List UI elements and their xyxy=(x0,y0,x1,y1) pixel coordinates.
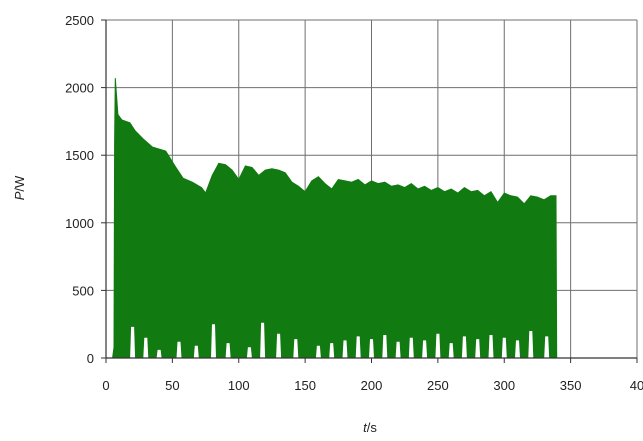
series-gap xyxy=(408,337,414,358)
x-tick-label: 200 xyxy=(361,378,383,393)
series-gap xyxy=(395,341,401,358)
y-tick-label: 2000 xyxy=(65,81,94,96)
series-gap xyxy=(246,347,252,358)
series-gap xyxy=(369,339,374,358)
series-gap xyxy=(260,322,266,358)
series-gap xyxy=(329,343,335,358)
series-gap xyxy=(156,349,162,358)
y-axis-title-symbol: P xyxy=(12,191,27,200)
series-gap xyxy=(130,326,136,358)
series-gap xyxy=(315,345,321,358)
x-tick-label: 100 xyxy=(228,378,250,393)
x-tick-labels: 0 50 100 150 200 250 300 350 40 xyxy=(102,378,643,393)
y-tick-label: 1000 xyxy=(65,216,94,231)
y-axis-title-unit: /W xyxy=(12,175,27,192)
series-gap xyxy=(515,340,520,358)
series-gap xyxy=(176,341,182,358)
series-gap xyxy=(435,333,441,358)
y-tick-label: 0 xyxy=(87,351,94,366)
y-tick-labels: 0 500 1000 1500 2000 2500 xyxy=(65,13,94,366)
x-tick-label: 0 xyxy=(102,378,109,393)
series-gap xyxy=(528,331,534,358)
series-layer xyxy=(112,78,637,359)
series-gap xyxy=(293,339,299,358)
x-tick-label: 350 xyxy=(560,378,582,393)
y-axis-title: P/W xyxy=(12,175,27,200)
x-tick-label: 50 xyxy=(165,378,179,393)
series-gap xyxy=(355,336,361,358)
series-gap xyxy=(225,343,231,358)
x-axis-title: t/s xyxy=(363,420,377,435)
y-tick-label: 500 xyxy=(72,283,94,298)
series-gap xyxy=(143,337,149,358)
x-tick-label: 40 xyxy=(630,378,643,393)
series-gap xyxy=(193,345,199,358)
series-gap xyxy=(501,337,507,358)
series-gap xyxy=(382,335,388,358)
y-tick-label: 1500 xyxy=(65,148,94,163)
series-gaps xyxy=(130,322,550,358)
series-gap xyxy=(342,340,348,358)
series-gap xyxy=(276,333,282,358)
series-gap xyxy=(475,339,481,358)
series-gap xyxy=(488,335,494,358)
x-axis-title-symbol: t xyxy=(363,420,368,435)
x-tick-label: 250 xyxy=(427,378,449,393)
series-gap xyxy=(448,343,454,358)
y-tick-label: 2500 xyxy=(65,13,94,28)
series-gap xyxy=(422,340,428,358)
x-axis-title-unit: /s xyxy=(367,420,378,435)
power-series-area xyxy=(112,78,637,359)
axes xyxy=(101,19,638,363)
series-gap xyxy=(461,336,467,358)
series-gap xyxy=(211,324,216,358)
x-tick-label: 300 xyxy=(493,378,515,393)
x-tick-label: 150 xyxy=(294,378,316,393)
series-gap xyxy=(544,336,550,358)
